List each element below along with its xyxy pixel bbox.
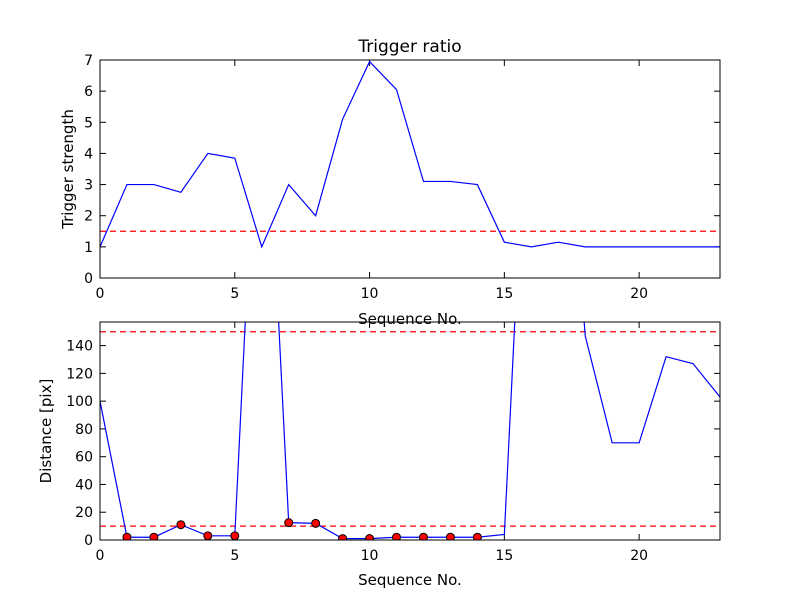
series-line <box>100 322 720 540</box>
data-point-marker <box>445 532 455 540</box>
x-axis-label: Sequence No. <box>358 571 462 589</box>
x-tick-label: 20 <box>630 286 648 302</box>
x-tick-label: 0 <box>96 286 105 302</box>
y-axis-label: Distance [pix] <box>37 379 55 484</box>
y-tick-label: 60 <box>75 450 93 466</box>
y-tick-label: 4 <box>84 146 93 162</box>
y-tick-label: 1 <box>84 240 93 256</box>
x-tick-label: 15 <box>495 548 513 564</box>
y-tick-label: 5 <box>84 115 93 131</box>
data-point-marker <box>203 531 213 540</box>
x-axis-label: Sequence No. <box>358 310 462 328</box>
y-tick-label: 3 <box>84 178 93 194</box>
x-tick-label: 5 <box>230 548 239 564</box>
y-tick-label: 0 <box>84 533 93 549</box>
plot-area <box>100 60 720 249</box>
x-tick-label: 20 <box>630 548 648 564</box>
x-tick-label: 10 <box>361 286 379 302</box>
data-point-marker <box>338 534 348 540</box>
data-point-marker <box>392 532 402 540</box>
y-tick-label: 7 <box>84 53 93 69</box>
data-point-marker <box>472 532 482 540</box>
y-tick-label: 140 <box>66 339 93 355</box>
x-tick-label: 15 <box>495 286 513 302</box>
y-tick-label: 120 <box>66 366 93 382</box>
data-point-marker <box>311 518 321 528</box>
data-point-marker <box>149 532 159 540</box>
data-point-marker <box>176 520 186 530</box>
y-tick-label: 80 <box>75 422 93 438</box>
x-tick-label: 0 <box>96 548 105 564</box>
trigger-ratio-subplot: Trigger ratio Sequence No. Trigger stren… <box>59 37 721 328</box>
data-point-marker <box>284 518 294 528</box>
data-point-marker <box>230 531 240 540</box>
y-tick-label: 20 <box>75 505 93 521</box>
y-tick-label: 2 <box>84 209 93 225</box>
axes-frame <box>99 59 721 279</box>
chart-title: Trigger ratio <box>357 37 461 57</box>
axes-frame <box>99 321 721 541</box>
y-tick-label: 40 <box>75 477 93 493</box>
distance-subplot: Sequence No. Distance [pix] 0 5 10 15 20 0 20 4… <box>37 321 721 589</box>
data-point-marker <box>418 532 428 540</box>
data-point-marker <box>365 534 375 540</box>
plot-area <box>100 322 720 540</box>
y-axis-label: Trigger strength <box>59 109 77 230</box>
y-tick-label: 6 <box>84 84 93 100</box>
y-tick-label: 100 <box>66 394 93 410</box>
x-tick-label: 10 <box>361 548 379 564</box>
data-point-marker <box>122 532 132 540</box>
y-tick-label: 0 <box>84 271 93 287</box>
x-tick-label: 5 <box>230 286 239 302</box>
series-line <box>100 60 720 249</box>
